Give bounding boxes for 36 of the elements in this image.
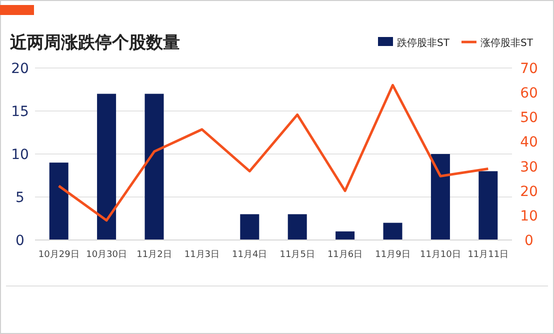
chart-title: 近两周涨跌停个股数量 — [9, 33, 180, 53]
x-tick-label: 10月30日 — [86, 250, 128, 260]
y2-tick-label: 50 — [520, 110, 538, 126]
bar — [49, 162, 68, 240]
y2-tick-label: 40 — [520, 134, 538, 151]
bar — [430, 154, 450, 240]
x-tick-label: 11月11日 — [468, 250, 509, 260]
x-tick-label: 11月9日 — [375, 250, 410, 260]
bar — [336, 231, 355, 240]
legend-label: 跌停股非ST — [397, 37, 450, 49]
x-tick-label: 11月5日 — [280, 250, 315, 260]
bar — [144, 94, 164, 240]
x-tick-label: 11月2日 — [136, 250, 172, 260]
y2-tick-label: 0 — [524, 233, 534, 249]
y-tick-label: 5 — [16, 190, 24, 206]
legend-label: 涨停股非ST — [480, 37, 534, 49]
y-tick-label: 0 — [16, 233, 24, 249]
y-tick-label: 20 — [11, 61, 29, 77]
bar — [288, 214, 307, 240]
x-tick-label: 11月6日 — [327, 250, 363, 260]
bar — [97, 94, 116, 240]
y-tick-label: 10 — [11, 147, 29, 163]
y2-tick-label: 60 — [520, 86, 538, 102]
y2-tick-label: 30 — [520, 159, 538, 176]
bar — [240, 214, 260, 240]
bar — [383, 222, 402, 240]
x-tick-label: 11月10日 — [420, 250, 461, 260]
x-tick-label: 10月29日 — [38, 250, 80, 260]
y2-tick-label: 70 — [520, 61, 538, 77]
y-tick-label: 15 — [11, 104, 29, 120]
bar — [478, 171, 498, 240]
y2-tick-label: 20 — [520, 184, 538, 200]
y2-tick-label: 10 — [520, 208, 538, 224]
x-tick-label: 11月3日 — [184, 250, 220, 260]
x-tick-label: 11月4日 — [232, 250, 268, 260]
line-series — [58, 84, 490, 222]
